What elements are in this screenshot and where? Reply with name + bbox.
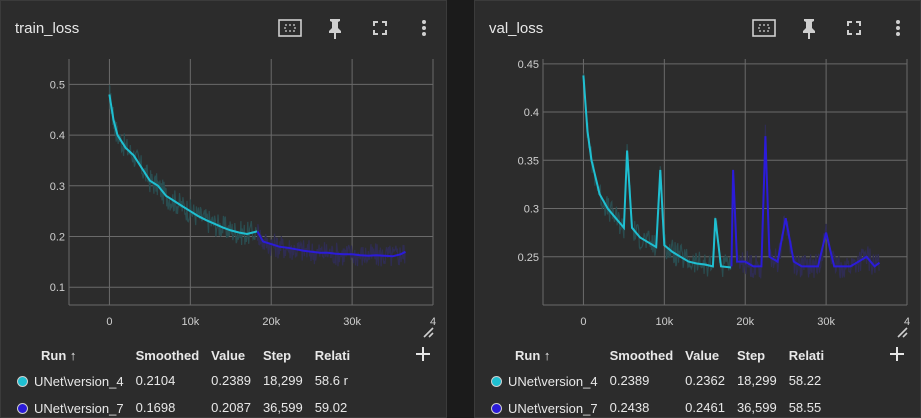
x-tick-label: 20k xyxy=(736,316,754,328)
resize-handle-icon[interactable] xyxy=(421,325,435,344)
y-tick-label: 0.3 xyxy=(50,181,65,193)
table-row[interactable]: UNet\version_4 0.2389 0.2362 18,299 58.2… xyxy=(485,367,830,394)
x-tick-label: 20k xyxy=(262,316,280,328)
fullscreen-icon[interactable] xyxy=(370,17,390,39)
column-header-relative[interactable]: Relati xyxy=(314,347,351,363)
column-header-run[interactable]: Run ↑ xyxy=(41,347,77,363)
run-table: Run ↑ Smoothed Value Step Relati UNet\ve… xyxy=(485,343,830,417)
val-loss-plot[interactable]: 0 10k 20k 30k 4 0.25 0.3 0.35 0.4 0.45 xyxy=(475,49,921,334)
table-row[interactable]: UNet\version_4 0.2104 0.2389 18,299 58.6… xyxy=(11,367,356,394)
y-tick-label: 0.4 xyxy=(524,107,539,119)
more-vert-icon[interactable] xyxy=(417,17,431,39)
resize-handle-icon[interactable] xyxy=(895,325,909,344)
x-tick-label: 4 xyxy=(904,316,910,328)
x-tick-label: 30k xyxy=(343,316,361,328)
step-value: 36,599 xyxy=(262,400,303,415)
series-color-dot xyxy=(17,375,28,387)
table-header-row: Run ↑ Smoothed Value Step Relati xyxy=(485,343,830,367)
column-header-relative[interactable]: Relati xyxy=(788,347,825,363)
x-tick-label: 0 xyxy=(580,316,586,328)
table-row[interactable]: UNet\version_7 0.1698 0.2087 36,599 59.0… xyxy=(11,394,356,417)
add-column-icon[interactable] xyxy=(413,343,433,370)
raw-value: 0.2389 xyxy=(211,373,251,388)
run-name: UNet\version_4 xyxy=(34,373,124,389)
more-vert-icon[interactable] xyxy=(891,17,905,39)
y-tick-label: 0.45 xyxy=(518,59,539,71)
x-tick-label: 0 xyxy=(106,316,112,328)
pin-icon[interactable] xyxy=(799,17,819,39)
run-name: UNet\version_4 xyxy=(508,373,598,389)
series-color-dot xyxy=(17,402,28,414)
column-header-value[interactable]: Value xyxy=(211,347,246,363)
smoothed-value: 0.2389 xyxy=(609,373,650,388)
run-name: UNet\version_7 xyxy=(34,400,124,416)
val-loss-card: val_loss 0 10k 20k 30k 4 0.25 0.3 0.35 0.4 0.45 R… xyxy=(474,0,921,418)
x-tick-label: 10k xyxy=(655,316,673,328)
column-header-run[interactable]: Run ↑ xyxy=(515,347,551,363)
relative-value: 59.02 xyxy=(314,400,348,415)
add-column-icon[interactable] xyxy=(887,343,907,370)
pin-icon[interactable] xyxy=(325,17,345,39)
raw-series-line xyxy=(108,84,258,246)
relative-value: 58.55 xyxy=(788,400,822,415)
column-header-smoothed[interactable]: Smoothed xyxy=(135,347,200,363)
series-line xyxy=(108,94,258,236)
y-tick-label: 0.4 xyxy=(50,130,65,142)
card-title: val_loss xyxy=(489,20,544,37)
column-header-value[interactable]: Value xyxy=(685,347,720,363)
y-tick-label: 0.1 xyxy=(50,282,65,294)
step-value: 18,299 xyxy=(736,373,777,388)
card-title: train_loss xyxy=(15,20,80,37)
relative-value: 58.6 r xyxy=(314,373,348,388)
raw-value: 0.2461 xyxy=(685,400,725,415)
series-line xyxy=(730,136,881,268)
table-row[interactable]: UNet\version_7 0.2438 0.2461 36,599 58.5… xyxy=(485,394,830,417)
step-value: 18,299 xyxy=(262,373,303,388)
raw-series-line xyxy=(256,224,406,267)
table-header-row: Run ↑ Smoothed Value Step Relati xyxy=(11,343,356,367)
y-tick-label: 0.35 xyxy=(518,155,539,167)
raw-value: 0.2087 xyxy=(211,400,251,415)
series-color-dot xyxy=(491,402,502,414)
relative-value: 58.22 xyxy=(788,373,822,388)
raw-value: 0.2362 xyxy=(685,373,725,388)
fullscreen-icon[interactable] xyxy=(844,17,864,39)
y-tick-label: 0.25 xyxy=(518,252,539,264)
fit-domain-icon[interactable] xyxy=(277,17,303,39)
run-table: Run ↑ Smoothed Value Step Relati UNet\ve… xyxy=(11,343,356,417)
y-tick-label: 0.5 xyxy=(50,79,65,91)
x-tick-label: 30k xyxy=(817,316,835,328)
column-header-step[interactable]: Step xyxy=(736,347,766,363)
series-line xyxy=(256,231,406,258)
series-color-dot xyxy=(491,375,502,387)
column-header-step[interactable]: Step xyxy=(262,347,292,363)
y-tick-label: 0.2 xyxy=(50,232,65,244)
run-name: UNet\version_7 xyxy=(508,400,598,416)
x-tick-label: 10k xyxy=(181,316,199,328)
raw-series-line xyxy=(730,124,880,279)
smoothed-value: 0.2104 xyxy=(135,373,176,388)
smoothed-value: 0.1698 xyxy=(135,400,176,415)
fit-domain-icon[interactable] xyxy=(751,17,777,39)
smoothed-value: 0.2438 xyxy=(609,400,650,415)
train-loss-card: train_loss 0 10k 20k 30k 4 0.1 0.2 0.3 0.4 0.5 Ru… xyxy=(0,0,447,418)
series-line xyxy=(582,75,732,269)
y-tick-label: 0.3 xyxy=(524,204,539,216)
x-tick-label: 4 xyxy=(430,316,436,328)
step-value: 36,599 xyxy=(736,400,777,415)
column-header-smoothed[interactable]: Smoothed xyxy=(609,347,674,363)
train-loss-plot[interactable]: 0 10k 20k 30k 4 0.1 0.2 0.3 0.4 0.5 xyxy=(1,49,447,334)
